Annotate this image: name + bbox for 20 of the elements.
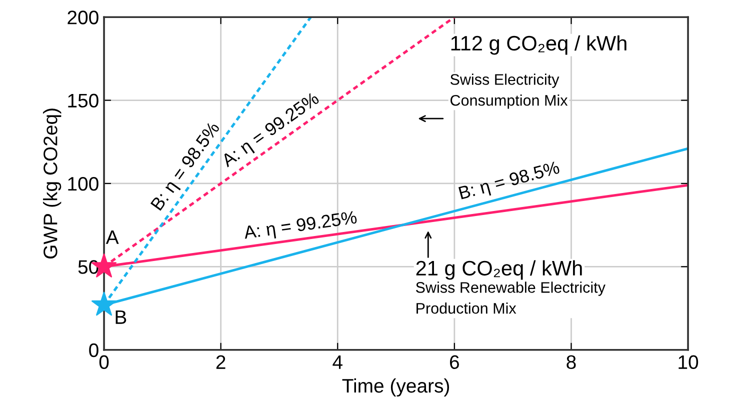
- x-tick-label: 6: [450, 355, 459, 370]
- x-tick-label: 10: [678, 355, 698, 370]
- annotation: B: η = 98.5%: [458, 160, 561, 203]
- y-tick-label: 100: [68, 176, 98, 191]
- x-tick-label: 4: [332, 355, 342, 369]
- x-axis-title: Time (years): [342, 378, 450, 397]
- annotation: 112 g CO₂eq / kWh: [451, 35, 626, 55]
- x-tick-label: 2: [216, 355, 226, 369]
- annotation: Swiss Electricity Consumption Mix: [450, 74, 568, 109]
- annotation: 21 g CO₂eq / kWh: [416, 260, 582, 280]
- x-tick-label: 0: [99, 355, 109, 370]
- annotation: B: [116, 310, 126, 324]
- annotation: A: [106, 230, 119, 244]
- y-axis-title: GWP (kg CO2eq): [43, 108, 62, 258]
- y-tick-label: 0: [89, 343, 98, 358]
- y-tick-label: 150: [68, 94, 98, 108]
- annotation: A: η = 99.25%: [243, 210, 358, 242]
- x-tick-label: 8: [566, 355, 576, 370]
- y-tick-label: 200: [68, 10, 98, 24]
- annotation: Swiss Renewable Electricity Production Mix: [416, 282, 606, 314]
